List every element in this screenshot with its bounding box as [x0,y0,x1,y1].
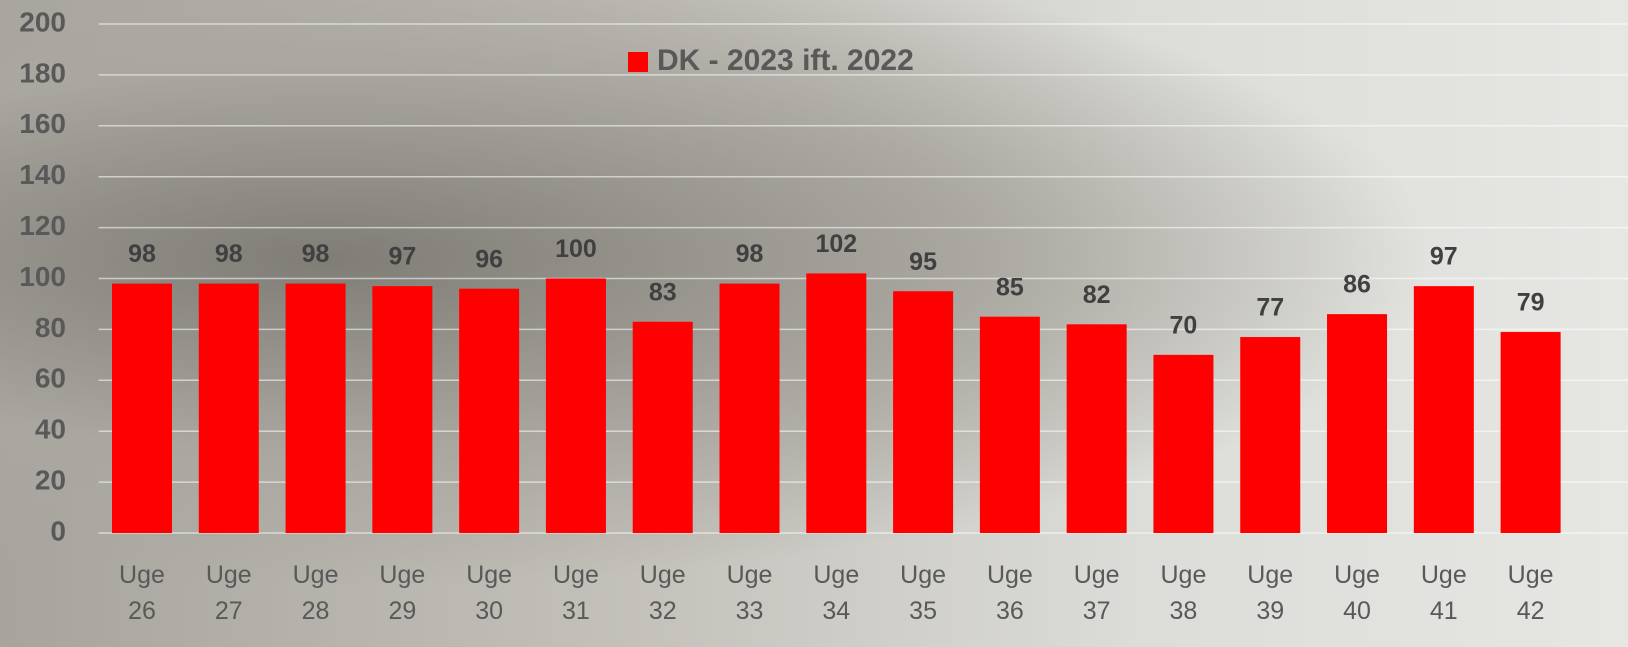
x-tick-label: Uge 40 [1334,561,1380,625]
data-label: 95 [909,248,937,276]
bar [111,283,172,533]
y-tick-label: 180 [19,57,66,88]
x-tick-label: Uge 32 [639,561,686,625]
y-tick-label: 40 [35,414,66,445]
x-tick-label: Uge 37 [1073,561,1120,625]
bar [459,288,520,533]
x-tick-label: Uge 26 [119,561,165,625]
bar [632,321,693,533]
bar [1066,324,1127,533]
x-tick-label: Uge 29 [379,561,426,625]
bar [545,278,606,533]
data-label: 70 [1170,311,1198,339]
bar [1500,331,1561,533]
x-tick-label: Uge 30 [466,561,513,625]
bar [1327,314,1388,533]
x-tick-label: Uge 31 [552,561,599,625]
bar [372,286,433,533]
y-tick-label: 160 [19,108,66,139]
x-tick-label: Uge 35 [900,561,947,625]
x-tick-label: Uge 38 [1160,561,1207,625]
data-label: 79 [1517,289,1545,317]
bar [1240,337,1301,533]
bar [893,291,954,533]
y-tick-label: 200 [19,6,66,37]
data-label: 98 [736,240,764,268]
y-tick-label: 140 [19,159,66,190]
data-label: 98 [128,240,156,268]
bar [719,283,780,533]
data-label: 102 [815,230,857,258]
data-label: 86 [1343,271,1371,299]
x-tick-label: Uge 42 [1507,561,1554,625]
data-label: 100 [555,235,597,263]
data-label: 98 [302,240,330,268]
data-label: 77 [1256,294,1284,322]
x-tick-label: Uge 27 [205,561,252,625]
x-tick-label: Uge 28 [292,561,339,625]
bar [806,273,867,533]
data-label: 97 [388,243,416,271]
bar [1153,354,1214,533]
bar [1413,286,1474,533]
x-tick-label: Uge 33 [726,561,773,625]
data-label: 82 [1083,281,1111,309]
y-tick-label: 60 [35,363,66,394]
data-label: 97 [1430,243,1458,271]
data-label: 83 [649,278,677,306]
x-tick-label: Uge 34 [813,561,860,625]
bar [979,316,1040,533]
y-tick-label: 0 [50,515,66,546]
data-label: 96 [475,245,503,273]
x-tick-label: Uge 41 [1420,561,1467,625]
x-tick-label: Uge 36 [986,561,1033,625]
x-tick-label: Uge 39 [1247,561,1294,625]
y-tick-label: 80 [35,312,66,343]
data-label: 98 [215,240,243,268]
data-label: 85 [996,273,1024,301]
legend-label: DK - 2023 ift. 2022 [657,44,914,77]
y-tick-label: 20 [35,464,66,495]
y-tick-label: 100 [19,261,66,292]
bar [198,283,259,533]
bar [285,283,346,533]
legend-swatch [628,52,648,72]
y-tick-label: 120 [19,210,66,241]
